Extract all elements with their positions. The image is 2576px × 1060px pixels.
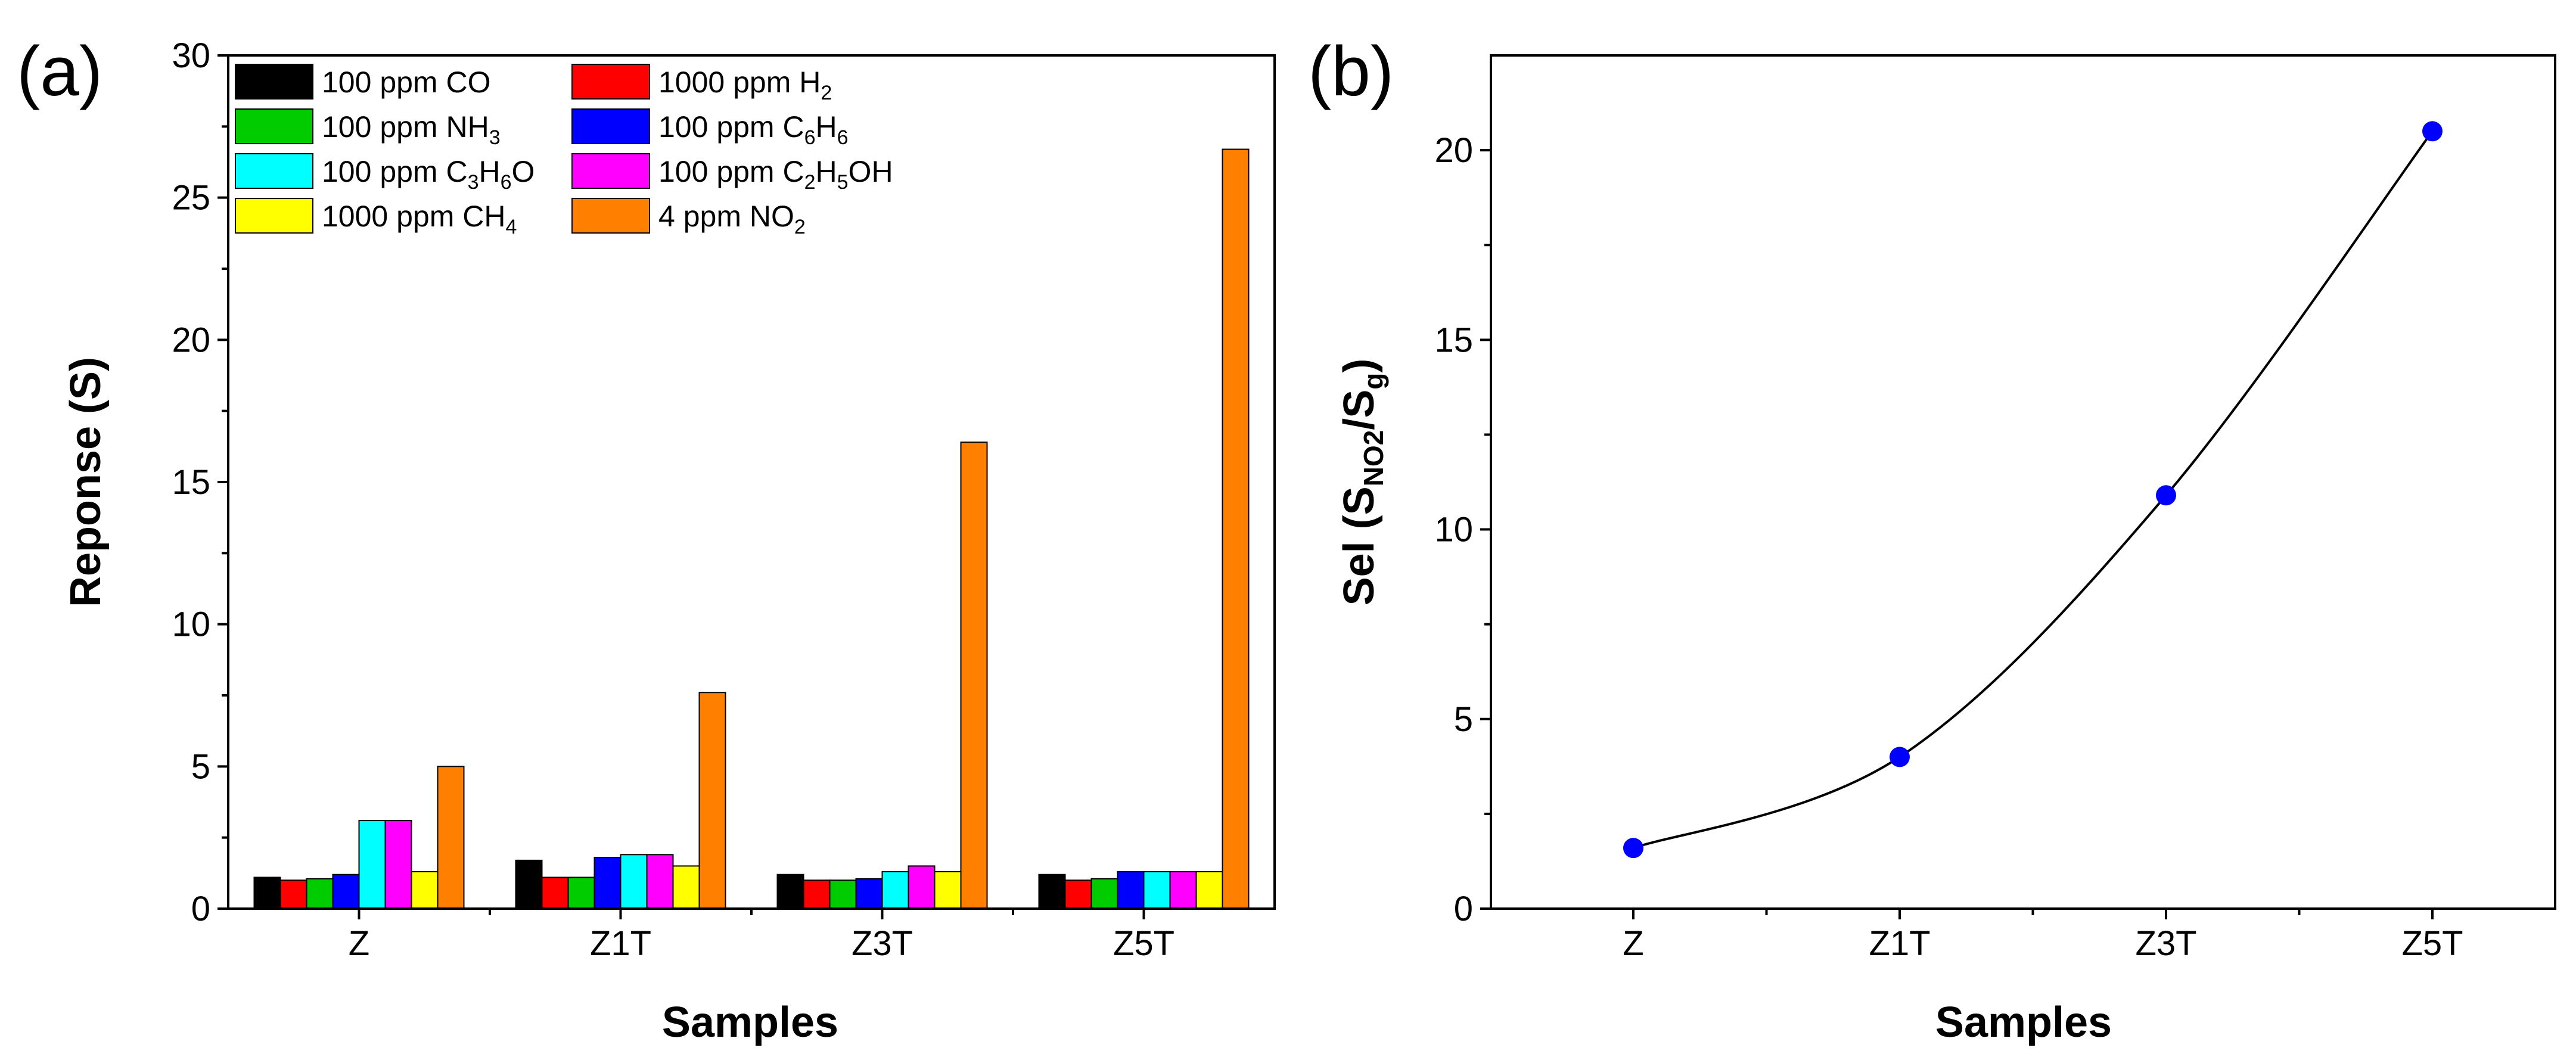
legend-swatch: [571, 153, 650, 189]
y-tick-label: 25: [172, 179, 210, 217]
bar: [515, 859, 543, 910]
bar: [1195, 871, 1223, 909]
bar: [1038, 874, 1066, 909]
legend-item: 100 ppm NH3​: [235, 108, 501, 149]
x-tick-label: Z: [349, 924, 369, 963]
legend-item: 100 ppm C2H5OH: [571, 153, 893, 194]
legend-label: 100 ppm CO: [322, 66, 490, 99]
panel-a-legend: 100 ppm CO 1000 ppm H2​ 100 ppm NH3​ 100 pp…: [235, 64, 893, 238]
bar: [855, 878, 883, 910]
bar: [960, 442, 988, 909]
bar: [358, 820, 386, 909]
y-tick-label: 20: [1434, 131, 1473, 170]
bar: [384, 820, 412, 909]
legend-swatch: [571, 64, 650, 100]
bar: [776, 874, 804, 909]
bar: [541, 876, 569, 909]
legend-item: 100 ppm C3H6O: [235, 153, 535, 194]
bar: [332, 874, 360, 909]
legend-item: 100 ppm CO: [235, 64, 490, 100]
legend-swatch: [571, 108, 650, 144]
bar: [698, 692, 726, 910]
panel-b-frame: [1490, 54, 2556, 910]
data-point: [2422, 121, 2443, 142]
y-tick-label: 30: [172, 36, 210, 75]
bar: [253, 876, 281, 909]
panel-label-b: (b): [1308, 32, 1394, 111]
bar: [1169, 871, 1197, 909]
legend-item: 4 ppm NO2​: [571, 198, 806, 238]
legend-swatch: [235, 198, 313, 234]
bar: [1090, 878, 1118, 910]
panel-a-axes: Z Z1T Z3T Z5T 0 5 10 15 20 25 30: [172, 36, 1276, 963]
panel-a-y-axis-title: Reponse (S): [62, 357, 110, 607]
y-tick-label: 15: [1434, 321, 1473, 359]
legend-swatch: [571, 198, 650, 234]
data-point: [1623, 838, 1643, 859]
legend-label: 100 ppm C2H5OH: [658, 155, 893, 194]
bar: [279, 879, 307, 910]
bar: [1143, 871, 1171, 909]
legend-swatch: [235, 153, 313, 189]
data-point: [2156, 485, 2176, 506]
bar: [672, 865, 700, 910]
y-tick-label: 0: [1454, 890, 1473, 928]
legend-swatch: [235, 108, 313, 144]
x-tick-label: Z5T: [2401, 924, 2463, 963]
bar: [1064, 879, 1092, 910]
bar: [1117, 871, 1145, 909]
x-tick-label: Z: [1623, 924, 1643, 963]
legend-swatch: [235, 64, 313, 100]
x-tick-label: Z3T: [852, 924, 913, 963]
bar: [934, 871, 962, 909]
legend-item: 1000 ppm H2​: [571, 64, 832, 104]
y-tick-label: 5: [191, 747, 210, 786]
x-tick-label: Z1T: [1869, 924, 1930, 963]
bar: [829, 879, 857, 910]
x-tick-label: Z1T: [590, 924, 651, 963]
panel-label-a: (a): [17, 32, 102, 111]
series-line: [1633, 130, 2434, 850]
y-tick-label: 10: [172, 605, 210, 644]
bar: [411, 871, 439, 909]
panel-b-x-axis-title: Samples: [1935, 999, 2112, 1046]
legend-item: 1000 ppm CH4​: [235, 198, 517, 238]
y-tick-label: 0: [191, 890, 210, 928]
bar: [881, 871, 909, 909]
y-tick-label: 20: [172, 321, 210, 359]
x-tick-label: Z5T: [1113, 924, 1174, 963]
bar: [437, 766, 465, 910]
legend-label: 100 ppm NH3​: [322, 110, 501, 149]
bar: [646, 854, 674, 909]
y-tick-label: 10: [1434, 511, 1473, 549]
legend-item: 100 ppm C6H6​: [571, 108, 849, 149]
legend-label: 1000 ppm CH4​: [322, 200, 517, 238]
panel-a-bars: [253, 148, 1250, 910]
panel-b-y-axis-title: Sel (SNO2/Sg): [1335, 359, 1389, 606]
y-tick-label: 5: [1454, 700, 1473, 739]
bar: [567, 876, 595, 909]
bar: [803, 879, 831, 910]
x-tick-label: Z3T: [2135, 924, 2196, 963]
bar: [908, 865, 936, 910]
bar: [620, 854, 648, 909]
panel-b-plot: [1623, 121, 2443, 859]
legend-label: 4 ppm NO2​: [658, 200, 806, 238]
bar: [306, 878, 334, 910]
legend-label: 100 ppm C3H6O: [322, 155, 535, 194]
panel-a-x-axis-title: Samples: [662, 999, 838, 1046]
data-point: [1890, 747, 1910, 767]
y-tick-label: 15: [172, 463, 210, 502]
legend-label: 1000 ppm H2​: [658, 66, 832, 104]
bar: [593, 857, 622, 909]
bar: [1222, 148, 1250, 909]
legend-label: 100 ppm C6H6​: [658, 110, 849, 149]
panel-b-axes: 0 5 10 15 20 Z Z1T Z3T Z5T: [1434, 54, 2556, 963]
